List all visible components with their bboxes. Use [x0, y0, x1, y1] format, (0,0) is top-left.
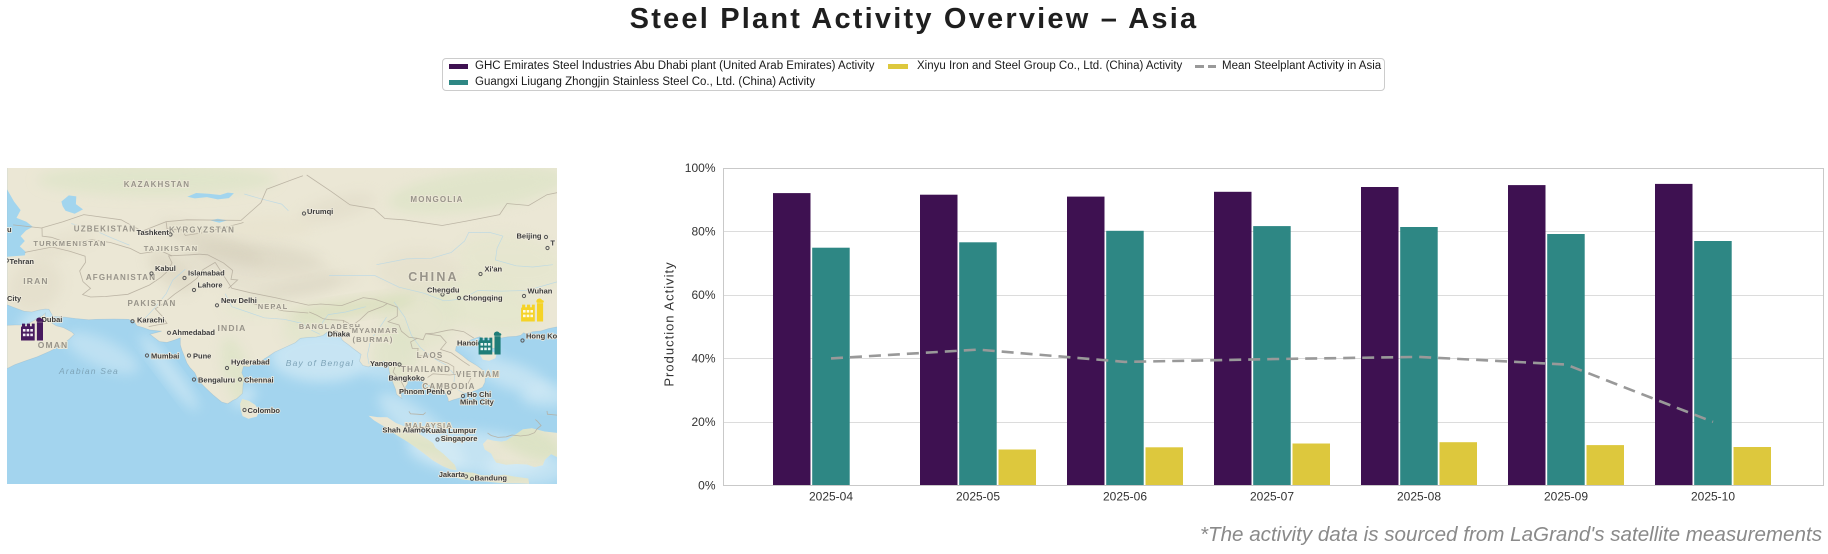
svg-text:(BURMA): (BURMA): [353, 335, 394, 344]
svg-text:T: T: [550, 239, 555, 248]
svg-text:Bangkok: Bangkok: [389, 374, 422, 383]
svg-text:Wuhan: Wuhan: [528, 287, 553, 296]
svg-text:OMAN: OMAN: [38, 340, 69, 350]
svg-text:Bandung: Bandung: [475, 474, 508, 483]
svg-text:Tehran: Tehran: [10, 257, 35, 266]
svg-text:2025-09: 2025-09: [1544, 490, 1588, 504]
svg-text:100%: 100%: [685, 161, 716, 175]
svg-text:Yangon: Yangon: [370, 359, 398, 368]
svg-text:2025-06: 2025-06: [1103, 490, 1147, 504]
svg-text:AFGHANISTAN: AFGHANISTAN: [86, 273, 156, 282]
svg-text:Tashkent: Tashkent: [137, 228, 170, 237]
svg-text:LAOS: LAOS: [417, 351, 444, 360]
svg-text:20%: 20%: [691, 415, 715, 429]
svg-text:Arabian Sea: Arabian Sea: [58, 366, 119, 376]
svg-text:VIETNAM: VIETNAM: [456, 370, 500, 379]
svg-text:u: u: [7, 225, 12, 234]
svg-text:2025-04: 2025-04: [809, 490, 853, 504]
svg-text:Urumqi: Urumqi: [307, 207, 333, 216]
svg-text:Kabul: Kabul: [155, 264, 176, 273]
svg-text:Phnom Penh: Phnom Penh: [399, 387, 445, 396]
svg-text:Ahmedabad: Ahmedabad: [172, 328, 215, 337]
svg-text:Islamabad: Islamabad: [188, 268, 225, 277]
svg-text:MYANMAR: MYANMAR: [352, 326, 399, 335]
svg-text:MONGOLIA: MONGOLIA: [410, 195, 463, 204]
svg-text:MALAYSIA: MALAYSIA: [405, 421, 453, 430]
svg-text:Hanoi: Hanoi: [457, 339, 478, 348]
svg-text:Bay of Bengal: Bay of Bengal: [286, 358, 355, 368]
svg-text:KYRGYZSTAN: KYRGYZSTAN: [169, 226, 235, 235]
svg-text:Chengdu: Chengdu: [427, 286, 460, 295]
svg-text:Lahore: Lahore: [198, 281, 223, 290]
svg-text:New Delhi: New Delhi: [221, 296, 257, 305]
svg-text:80%: 80%: [691, 225, 715, 239]
svg-text:IRAN: IRAN: [23, 276, 48, 286]
svg-text:40%: 40%: [691, 352, 715, 366]
svg-text:Hyderabad: Hyderabad: [231, 358, 270, 367]
svg-text:CHINA: CHINA: [408, 270, 459, 284]
svg-text:TAJIKISTAN: TAJIKISTAN: [144, 244, 199, 253]
svg-text:Dubai: Dubai: [42, 315, 63, 324]
svg-text:Singapore: Singapore: [441, 434, 478, 443]
svg-text:PAKISTAN: PAKISTAN: [128, 299, 177, 308]
svg-text:Dhaka: Dhaka: [328, 330, 351, 339]
svg-text:INDIA: INDIA: [218, 323, 247, 333]
svg-text:UZBEKISTAN: UZBEKISTAN: [74, 225, 136, 234]
svg-text:Beijing: Beijing: [517, 232, 542, 241]
svg-text:60%: 60%: [691, 288, 715, 302]
svg-text:CAMBODIA: CAMBODIA: [422, 382, 475, 391]
svg-text:2025-10: 2025-10: [1691, 490, 1735, 504]
svg-text:Bengaluru: Bengaluru: [198, 376, 236, 385]
svg-text:Jakarta: Jakarta: [439, 470, 466, 479]
svg-text:KAZAKHSTAN: KAZAKHSTAN: [124, 180, 190, 189]
svg-text:Minh City: Minh City: [460, 398, 495, 407]
svg-text:Colombo: Colombo: [248, 406, 281, 415]
svg-text:Ho Chi: Ho Chi: [467, 390, 491, 399]
svg-text:Mumbai: Mumbai: [151, 352, 179, 361]
svg-text:BANGLADESH: BANGLADESH: [299, 322, 361, 331]
svg-text:Xi'an: Xi'an: [485, 265, 503, 274]
svg-text:Production Activity: Production Activity: [662, 261, 677, 386]
svg-text:Kuala Lumpur: Kuala Lumpur: [426, 426, 477, 435]
svg-text:NEPAL: NEPAL: [258, 302, 289, 311]
svg-text:Shah Alam: Shah Alam: [382, 426, 421, 435]
svg-text:City: City: [7, 294, 22, 303]
svg-text:THAILAND: THAILAND: [401, 365, 451, 374]
svg-text:Pune: Pune: [193, 352, 211, 361]
svg-text:0%: 0%: [698, 479, 716, 493]
svg-text:2025-07: 2025-07: [1250, 490, 1294, 504]
svg-text:2025-08: 2025-08: [1397, 490, 1441, 504]
svg-text:Karachi: Karachi: [137, 316, 165, 325]
svg-text:TURKMENISTAN: TURKMENISTAN: [33, 239, 106, 248]
svg-text:Chennai: Chennai: [244, 376, 274, 385]
svg-text:Chongqing: Chongqing: [463, 294, 503, 303]
svg-text:Hong Ko: Hong Ko: [526, 332, 557, 341]
svg-text:2025-05: 2025-05: [956, 490, 1000, 504]
